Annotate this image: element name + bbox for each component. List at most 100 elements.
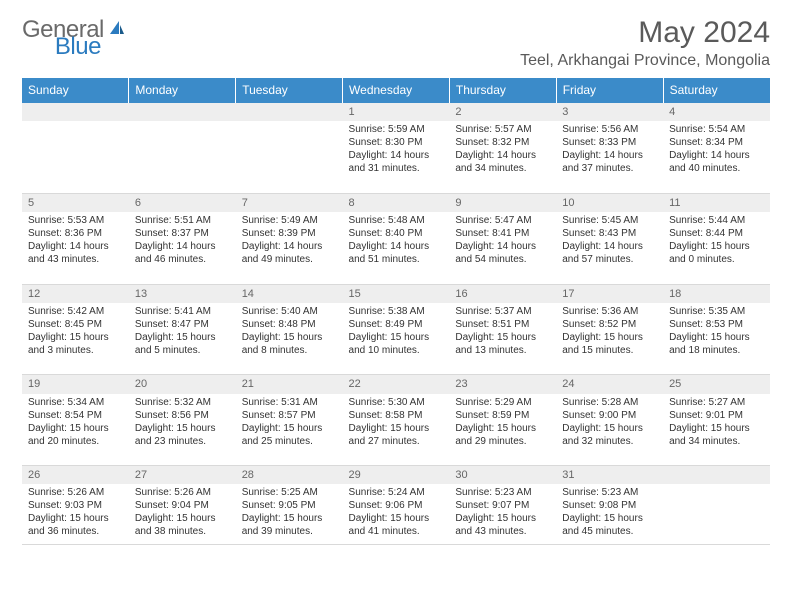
day-cell: Sunrise: 5:28 AMSunset: 9:00 PMDaylight:…: [556, 394, 663, 466]
day-cell: Sunrise: 5:23 AMSunset: 9:07 PMDaylight:…: [449, 484, 556, 545]
sunrise-text: Sunrise: 5:30 AM: [349, 396, 444, 409]
sunrise-text: Sunrise: 5:27 AM: [669, 396, 764, 409]
sunrise-text: Sunrise: 5:44 AM: [669, 214, 764, 227]
daylight-text: Daylight: 14 hours: [135, 240, 230, 253]
sunrise-text: Sunrise: 5:42 AM: [28, 305, 123, 318]
daylight-text: and 25 minutes.: [242, 435, 337, 448]
sunset-text: Sunset: 9:06 PM: [349, 499, 444, 512]
daylight-text: and 29 minutes.: [455, 435, 550, 448]
sunset-text: Sunset: 8:47 PM: [135, 318, 230, 331]
daylight-text: and 45 minutes.: [562, 525, 657, 538]
weekday-header-row: Sunday Monday Tuesday Wednesday Thursday…: [22, 78, 770, 103]
day-cell: [663, 484, 770, 545]
daylight-text: and 20 minutes.: [28, 435, 123, 448]
daylight-text: Daylight: 15 hours: [455, 512, 550, 525]
calendar-table: Sunday Monday Tuesday Wednesday Thursday…: [22, 78, 770, 545]
daylight-text: Daylight: 14 hours: [562, 149, 657, 162]
sunset-text: Sunset: 8:36 PM: [28, 227, 123, 240]
title-block: May 2024 Teel, Arkhangai Province, Mongo…: [520, 16, 770, 70]
day-cell: Sunrise: 5:44 AMSunset: 8:44 PMDaylight:…: [663, 212, 770, 284]
sunrise-text: Sunrise: 5:45 AM: [562, 214, 657, 227]
day-cell: Sunrise: 5:45 AMSunset: 8:43 PMDaylight:…: [556, 212, 663, 284]
day-cell: Sunrise: 5:59 AMSunset: 8:30 PMDaylight:…: [343, 121, 450, 193]
daylight-text: Daylight: 15 hours: [455, 422, 550, 435]
daylight-text: Daylight: 15 hours: [242, 422, 337, 435]
day-cell: [22, 121, 129, 193]
sunrise-text: Sunrise: 5:28 AM: [562, 396, 657, 409]
sunset-text: Sunset: 9:00 PM: [562, 409, 657, 422]
sunset-text: Sunset: 8:56 PM: [135, 409, 230, 422]
day-number: 5: [22, 193, 129, 212]
day-content-row: Sunrise: 5:59 AMSunset: 8:30 PMDaylight:…: [22, 121, 770, 193]
day-cell: Sunrise: 5:27 AMSunset: 9:01 PMDaylight:…: [663, 394, 770, 466]
sunset-text: Sunset: 8:48 PM: [242, 318, 337, 331]
day-cell: Sunrise: 5:26 AMSunset: 9:03 PMDaylight:…: [22, 484, 129, 545]
day-cell: Sunrise: 5:51 AMSunset: 8:37 PMDaylight:…: [129, 212, 236, 284]
sunrise-text: Sunrise: 5:34 AM: [28, 396, 123, 409]
day-cell: Sunrise: 5:49 AMSunset: 8:39 PMDaylight:…: [236, 212, 343, 284]
day-cell: Sunrise: 5:57 AMSunset: 8:32 PMDaylight:…: [449, 121, 556, 193]
daylight-text: Daylight: 14 hours: [242, 240, 337, 253]
weekday-header: Sunday: [22, 78, 129, 103]
day-number: 30: [449, 466, 556, 485]
daylight-text: and 51 minutes.: [349, 253, 444, 266]
daylight-text: Daylight: 15 hours: [562, 512, 657, 525]
sunrise-text: Sunrise: 5:38 AM: [349, 305, 444, 318]
sunset-text: Sunset: 8:45 PM: [28, 318, 123, 331]
day-number: 6: [129, 193, 236, 212]
daylight-text: and 5 minutes.: [135, 344, 230, 357]
day-number: 28: [236, 466, 343, 485]
daylight-text: and 39 minutes.: [242, 525, 337, 538]
day-cell: Sunrise: 5:54 AMSunset: 8:34 PMDaylight:…: [663, 121, 770, 193]
sunrise-text: Sunrise: 5:32 AM: [135, 396, 230, 409]
sunrise-text: Sunrise: 5:25 AM: [242, 486, 337, 499]
daylight-text: Daylight: 14 hours: [455, 240, 550, 253]
day-cell: Sunrise: 5:56 AMSunset: 8:33 PMDaylight:…: [556, 121, 663, 193]
daynum-row: 19202122232425: [22, 375, 770, 394]
daylight-text: Daylight: 15 hours: [28, 512, 123, 525]
sunrise-text: Sunrise: 5:54 AM: [669, 123, 764, 136]
weekday-header: Wednesday: [343, 78, 450, 103]
day-number: 20: [129, 375, 236, 394]
daylight-text: Daylight: 15 hours: [242, 512, 337, 525]
day-number: 8: [343, 193, 450, 212]
daylight-text: and 31 minutes.: [349, 162, 444, 175]
day-cell: Sunrise: 5:35 AMSunset: 8:53 PMDaylight:…: [663, 303, 770, 375]
daynum-row: 12131415161718: [22, 284, 770, 303]
day-cell: Sunrise: 5:32 AMSunset: 8:56 PMDaylight:…: [129, 394, 236, 466]
sunrise-text: Sunrise: 5:49 AM: [242, 214, 337, 227]
sunrise-text: Sunrise: 5:35 AM: [669, 305, 764, 318]
daylight-text: and 8 minutes.: [242, 344, 337, 357]
daylight-text: Daylight: 15 hours: [135, 512, 230, 525]
day-number: 22: [343, 375, 450, 394]
brand-logo: General Blue: [22, 16, 175, 44]
daylight-text: Daylight: 14 hours: [562, 240, 657, 253]
sunset-text: Sunset: 8:40 PM: [349, 227, 444, 240]
daylight-text: and 43 minutes.: [28, 253, 123, 266]
day-cell: Sunrise: 5:29 AMSunset: 8:59 PMDaylight:…: [449, 394, 556, 466]
daylight-text: Daylight: 15 hours: [562, 331, 657, 344]
sunset-text: Sunset: 8:43 PM: [562, 227, 657, 240]
day-number: 17: [556, 284, 663, 303]
day-number: 25: [663, 375, 770, 394]
day-number: 23: [449, 375, 556, 394]
daylight-text: Daylight: 15 hours: [455, 331, 550, 344]
brand-blue: Blue: [55, 33, 101, 61]
daylight-text: and 23 minutes.: [135, 435, 230, 448]
day-cell: Sunrise: 5:31 AMSunset: 8:57 PMDaylight:…: [236, 394, 343, 466]
weekday-header: Thursday: [449, 78, 556, 103]
sunrise-text: Sunrise: 5:26 AM: [135, 486, 230, 499]
daylight-text: and 46 minutes.: [135, 253, 230, 266]
sunset-text: Sunset: 9:04 PM: [135, 499, 230, 512]
day-cell: [236, 121, 343, 193]
header: General Blue May 2024 Teel, Arkhangai Pr…: [22, 16, 770, 70]
daynum-row: 262728293031: [22, 466, 770, 485]
weekday-header: Saturday: [663, 78, 770, 103]
daylight-text: and 34 minutes.: [669, 435, 764, 448]
day-number: 9: [449, 193, 556, 212]
daylight-text: Daylight: 15 hours: [135, 331, 230, 344]
daylight-text: and 0 minutes.: [669, 253, 764, 266]
day-number: 15: [343, 284, 450, 303]
daylight-text: and 3 minutes.: [28, 344, 123, 357]
sunrise-text: Sunrise: 5:59 AM: [349, 123, 444, 136]
